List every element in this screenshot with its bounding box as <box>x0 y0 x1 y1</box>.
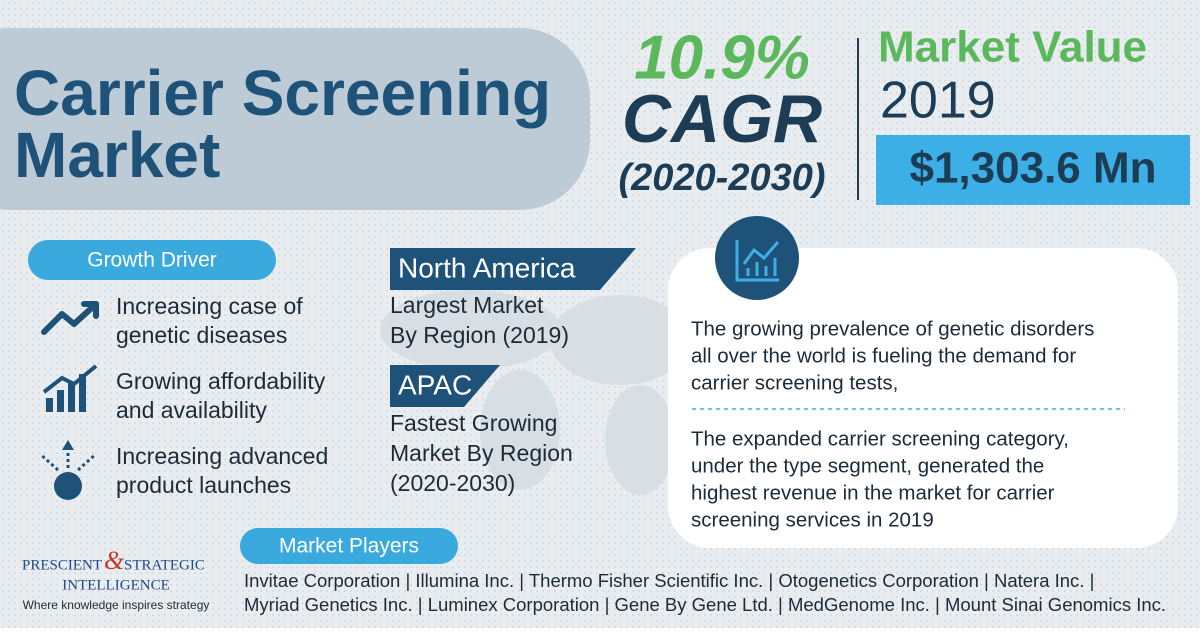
region-banner <box>390 365 500 407</box>
driver-text: genetic diseases <box>116 322 287 348</box>
insight-icon <box>715 216 799 300</box>
logo-text: INTELLIGENCE <box>62 577 169 593</box>
cagr-period: (2020-2030) <box>618 157 825 199</box>
driver-text: Growing affordability <box>116 368 326 394</box>
world-map <box>380 290 690 495</box>
insight-text: under the type segment, generated the <box>691 454 1044 477</box>
title: Market <box>14 119 220 191</box>
growth-driver-pill <box>28 240 276 280</box>
driver-icon <box>41 301 99 335</box>
logo-amp: & <box>104 546 125 575</box>
insight-icon-graph <box>735 240 780 282</box>
market-value-label: Market Value <box>878 23 1147 72</box>
insight-text: all over the world is fueling the demand… <box>691 344 1076 367</box>
insight-text: highest revenue in the market for carrie… <box>691 481 1055 504</box>
cagr-value: 10.9% <box>634 23 810 92</box>
market-value-amount: $1,303.6 Mn <box>909 144 1156 193</box>
market-players-pill <box>240 528 458 564</box>
driver-text: Increasing advanced <box>116 443 328 469</box>
region-text: Market By Region <box>390 440 573 466</box>
driver-text: product launches <box>116 472 291 498</box>
driver-text: and availability <box>116 397 267 423</box>
driver-text: Increasing case of <box>116 293 303 319</box>
region-text: Fastest Growing <box>390 410 557 436</box>
insight-card <box>668 248 1178 548</box>
market-value-year: 2019 <box>880 72 996 130</box>
driver-icon <box>39 440 97 500</box>
region-name: APAC <box>398 369 472 400</box>
logo-text: STRATEGIC <box>124 557 205 573</box>
logo-text: PRESCIENT <box>22 557 102 573</box>
cagr-label: CAGR <box>622 81 822 157</box>
title-pill <box>0 28 590 210</box>
market-players-text: Myriad Genetics Inc. | Luminex Corporati… <box>244 594 1166 615</box>
region-text: Largest Market <box>390 292 544 318</box>
insight-text: The growing prevalence of genetic disord… <box>691 317 1094 340</box>
growth-driver-heading: Growth Driver <box>87 249 217 272</box>
region-text: By Region (2019) <box>390 322 569 348</box>
insight-text: The expanded carrier screening category, <box>691 427 1069 450</box>
market-players-heading: Market Players <box>279 535 419 558</box>
title: Carrier Screening <box>14 57 551 129</box>
logo: PRESCIENT & STRATEGIC INTELLIGENCE <box>22 546 205 593</box>
region-name: North America <box>398 252 576 283</box>
region-text: (2020-2030) <box>390 470 515 496</box>
market-value-box <box>876 135 1190 205</box>
region-banner <box>390 248 636 290</box>
driver-icon <box>42 364 98 412</box>
insight-text: carrier screening tests, <box>691 371 898 394</box>
market-players-text: Invitae Corporation | Illumina Inc. | Th… <box>244 570 1094 591</box>
insight-text: screening services in 2019 <box>691 508 934 531</box>
logo-tagline: Where knowledge inspires strategy <box>23 598 210 612</box>
